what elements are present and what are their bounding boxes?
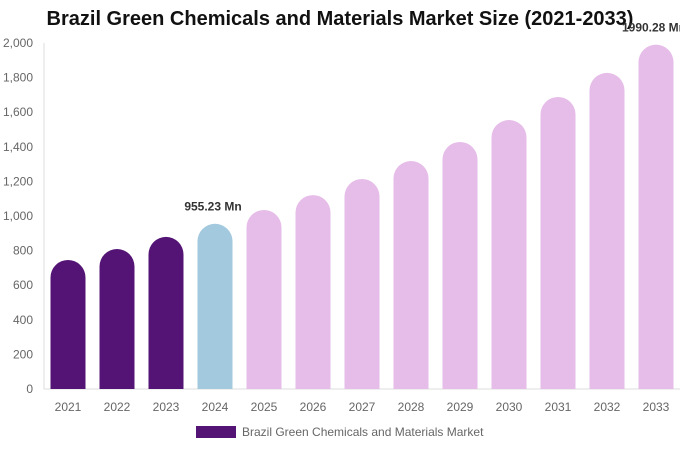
y-tick-label: 1,200 xyxy=(3,174,33,188)
bar-2021 xyxy=(50,259,86,389)
x-tick-label: 2033 xyxy=(643,400,670,414)
data-label: 955.23 Mn xyxy=(184,200,241,214)
bar-2032 xyxy=(589,72,625,389)
x-tick-label: 2030 xyxy=(496,400,523,414)
bar-2033 xyxy=(638,44,674,390)
x-tick-label: 2026 xyxy=(300,400,327,414)
y-tick-label: 2,000 xyxy=(3,36,33,50)
x-tick-label: 2029 xyxy=(447,400,474,414)
bar-2024 xyxy=(197,223,233,389)
x-tick-label: 2025 xyxy=(251,400,278,414)
y-tick-label: 400 xyxy=(13,313,33,327)
bar-2027 xyxy=(344,178,380,389)
bar-2031 xyxy=(540,96,576,389)
y-tick-label: 1,400 xyxy=(3,140,33,154)
chart-title: Brazil Green Chemicals and Materials Mar… xyxy=(46,8,634,30)
x-tick-label: 2031 xyxy=(545,400,572,414)
x-tick-label: 2021 xyxy=(55,400,82,414)
x-tick-label: 2027 xyxy=(349,400,376,414)
legend-label: Brazil Green Chemicals and Materials Mar… xyxy=(242,425,484,439)
bar-2025 xyxy=(246,209,282,389)
bar-2023 xyxy=(148,236,184,389)
y-tick-label: 600 xyxy=(13,278,33,292)
x-tick-label: 2022 xyxy=(104,400,131,414)
y-tick-label: 1,000 xyxy=(3,209,33,223)
y-tick-label: 800 xyxy=(13,244,33,258)
x-tick-label: 2024 xyxy=(202,400,229,414)
y-tick-label: 1,600 xyxy=(3,105,33,119)
bar-2026 xyxy=(295,195,331,389)
bar-2029 xyxy=(442,141,478,389)
x-tick-label: 2028 xyxy=(398,400,425,414)
y-tick-label: 1,800 xyxy=(3,71,33,85)
bar-2028 xyxy=(393,160,429,389)
bar-2030 xyxy=(491,119,527,390)
legend: Brazil Green Chemicals and Materials Mar… xyxy=(196,425,483,439)
legend-swatch xyxy=(196,426,236,438)
y-tick-label: 0 xyxy=(26,382,33,396)
x-tick-label: 2023 xyxy=(153,400,180,414)
y-tick-label: 200 xyxy=(13,347,33,361)
bar-2022 xyxy=(99,249,135,389)
data-label: 1990.28 Mn xyxy=(622,21,680,35)
x-tick-label: 2032 xyxy=(594,400,621,414)
